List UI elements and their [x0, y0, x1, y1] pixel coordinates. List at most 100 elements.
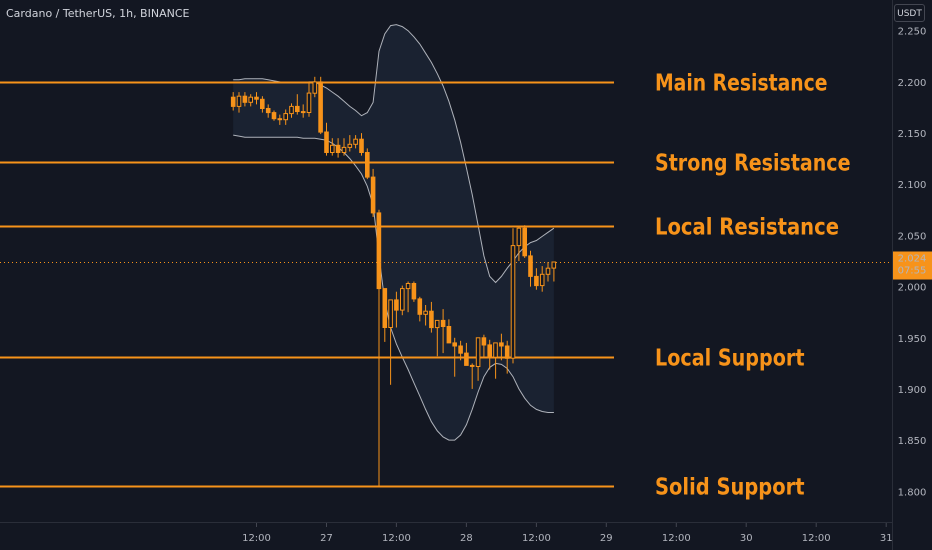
candle-body: [481, 337, 487, 346]
candle-body: [400, 288, 405, 311]
last-price-badge: 2.024 07:55: [893, 251, 932, 280]
candle-body: [359, 138, 364, 153]
price-tick-label: 2.100: [898, 180, 927, 191]
currency-button[interactable]: USDT: [894, 4, 925, 22]
candle-body: [306, 92, 312, 113]
candle-body: [236, 95, 242, 107]
candle: [260, 96, 265, 113]
candle-body: [271, 112, 277, 120]
time-tick-label: 12:00: [382, 533, 411, 544]
candle-body: [522, 227, 528, 257]
candle-body: [324, 131, 329, 153]
candle-body: [528, 255, 533, 277]
candle-body: [335, 144, 341, 154]
candle: [271, 110, 277, 121]
candle: [347, 135, 353, 152]
price-tick-label: 1.850: [898, 436, 927, 447]
candle: [312, 76, 318, 98]
bollinger-lower-line: [233, 134, 554, 441]
candle-body: [289, 105, 294, 115]
candle-body: [353, 138, 358, 145]
candle-body: [382, 288, 388, 329]
level-label: Local Support: [655, 346, 805, 372]
candle: [283, 109, 288, 125]
candle: [382, 288, 388, 342]
candlesticks: [230, 76, 557, 487]
candle-body: [434, 319, 440, 329]
candle-body: [405, 283, 411, 290]
level-label: Strong Resistance: [655, 151, 851, 177]
price-tick-label: 1.800: [898, 487, 927, 498]
candle: [400, 285, 405, 316]
candle: [289, 103, 294, 118]
price-tick-label: 2.200: [898, 78, 927, 89]
candle: [423, 305, 428, 326]
price-tick-label: 1.900: [898, 385, 927, 396]
candle: [534, 268, 539, 290]
candle-body: [347, 143, 353, 148]
candle: [330, 138, 335, 156]
time-tick-label: 12:00: [522, 533, 551, 544]
candle-body: [230, 96, 236, 107]
candle: [429, 301, 434, 333]
candle: [452, 337, 457, 377]
candle-body: [283, 113, 288, 121]
candle-body: [487, 344, 492, 358]
candle-body: [330, 144, 335, 154]
candle: [499, 333, 504, 361]
candle: [510, 228, 516, 364]
candle: [300, 104, 306, 118]
candle-body: [510, 245, 516, 359]
level-label: Solid Support: [655, 475, 805, 501]
candle-body: [388, 299, 393, 328]
candle: [481, 334, 487, 359]
candle-body: [469, 364, 475, 367]
time-tick-label: 31: [880, 533, 893, 544]
candle: [376, 209, 382, 487]
candle-body: [277, 118, 283, 121]
candle: [324, 122, 329, 156]
candle-body: [254, 96, 259, 100]
candle-body: [423, 310, 428, 315]
candle-body: [534, 275, 539, 287]
time-tick-label: 28: [460, 533, 473, 544]
time-tick-label: 12:00: [802, 533, 831, 544]
support-resistance-levels: Main Resistance Strong Resistance Local Re…: [0, 71, 851, 501]
candle-body: [475, 337, 481, 367]
candle: [545, 262, 551, 282]
bollinger-band-fill: [233, 24, 554, 441]
candle: [265, 104, 271, 118]
candle: [335, 138, 341, 158]
time-tick-label: 29: [600, 533, 613, 544]
candle-body: [446, 326, 452, 344]
candle-body: [248, 96, 253, 103]
candle-body: [539, 273, 545, 287]
level-label: Local Resistance: [655, 215, 839, 241]
candle-body: [260, 98, 265, 110]
candle: [458, 340, 463, 361]
candle: [405, 281, 411, 313]
candle: [353, 135, 358, 149]
candle: [464, 342, 469, 366]
candle-body: [265, 108, 271, 114]
price-tick-label: 1.950: [898, 334, 927, 345]
candle-body: [551, 261, 557, 269]
candle-body: [504, 345, 510, 359]
candle: [242, 92, 248, 107]
candle-body: [295, 105, 300, 113]
candle: [446, 319, 452, 344]
candle-body: [370, 176, 376, 214]
price-tick-label: 2.000: [898, 283, 927, 294]
candle-body: [499, 342, 504, 347]
candle-body: [429, 310, 434, 329]
price-axis[interactable]: 2.250 2.200 2.150 2.100 2.050 2.000 1.950 1.900…: [898, 27, 927, 499]
candle-body: [312, 81, 318, 94]
level-label: Main Resistance: [655, 71, 828, 97]
candle: [440, 309, 446, 354]
candle-body: [545, 267, 551, 275]
candle: [394, 291, 399, 328]
time-axis[interactable]: 12:00 27 12:00 28 12:00 29 12:00 30 12:00 31: [242, 523, 893, 544]
candle-body: [365, 152, 370, 178]
candle: [522, 225, 528, 258]
